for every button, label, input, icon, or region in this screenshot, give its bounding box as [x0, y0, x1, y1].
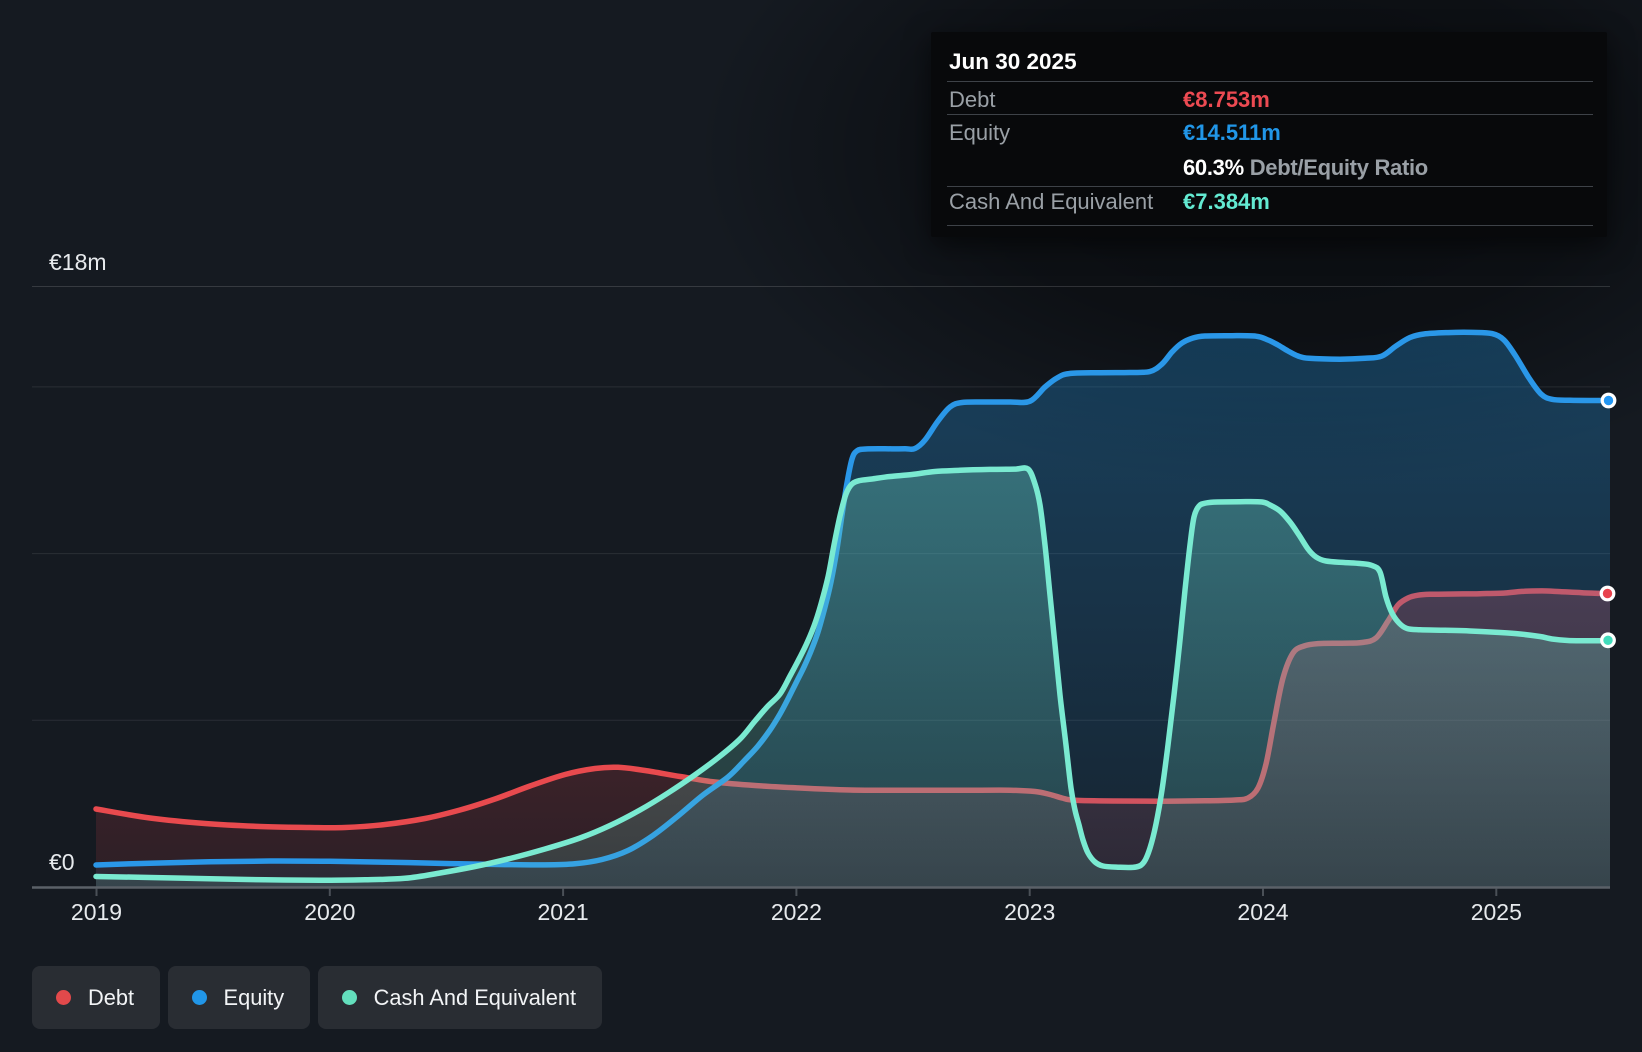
svg-text:2025: 2025: [1471, 899, 1522, 925]
svg-text:€0: €0: [49, 849, 75, 875]
svg-text:€18m: €18m: [49, 249, 107, 275]
svg-text:2021: 2021: [538, 899, 589, 925]
svg-text:2019: 2019: [71, 899, 122, 925]
svg-text:2023: 2023: [1004, 899, 1055, 925]
svg-text:2020: 2020: [304, 899, 355, 925]
svg-text:2024: 2024: [1237, 899, 1288, 925]
svg-text:2022: 2022: [771, 899, 822, 925]
